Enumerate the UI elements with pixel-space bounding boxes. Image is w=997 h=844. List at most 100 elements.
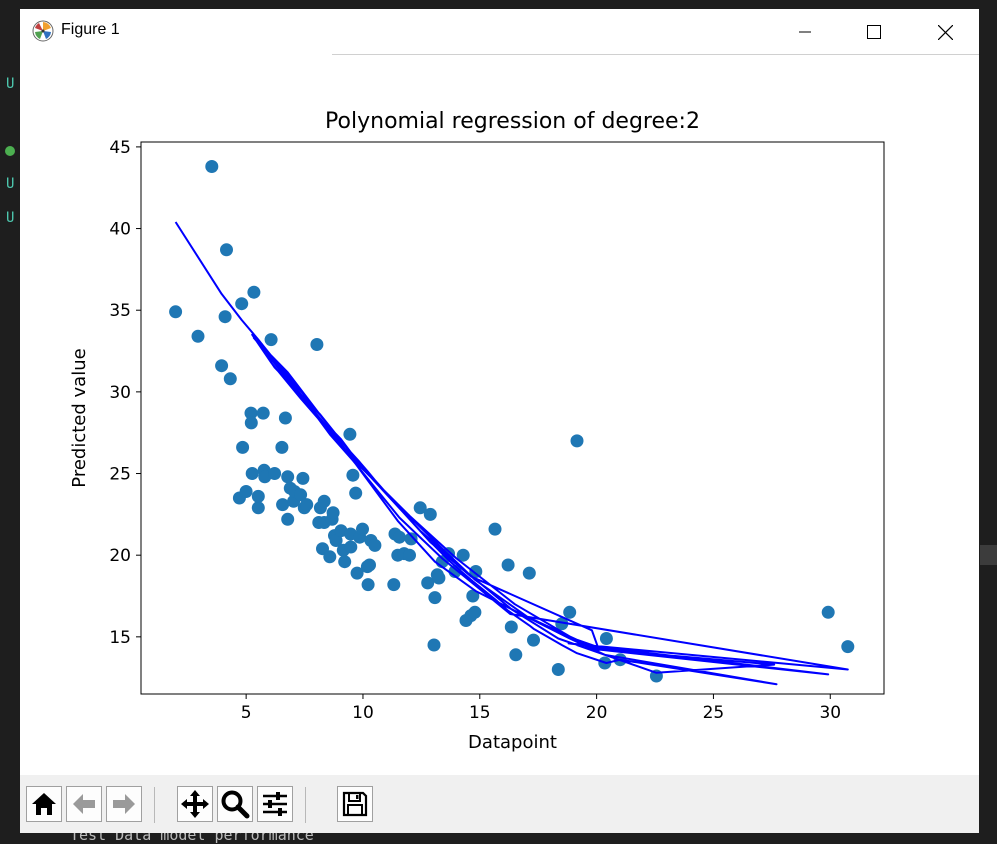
scatter-point bbox=[258, 470, 272, 484]
y-tick-label: 15 bbox=[109, 628, 131, 648]
scatter-point bbox=[281, 512, 295, 526]
status-dot bbox=[5, 146, 15, 156]
x-tick-label: 20 bbox=[586, 703, 608, 723]
scatter-point bbox=[522, 566, 536, 580]
home-button[interactable] bbox=[26, 786, 62, 822]
scatter-point bbox=[294, 488, 308, 502]
scatter-point bbox=[363, 558, 376, 572]
scatter-point bbox=[432, 571, 446, 585]
title-bar: Figure 1 bbox=[20, 9, 979, 55]
minimize-button[interactable] bbox=[782, 9, 828, 55]
scatter-point bbox=[300, 498, 314, 512]
regression-line bbox=[174, 221, 849, 686]
scatter-point bbox=[343, 427, 357, 441]
y-tick-label: 45 bbox=[109, 138, 131, 158]
navigation-toolbar bbox=[20, 775, 979, 833]
scatter-point bbox=[421, 576, 435, 590]
scatter-point bbox=[368, 538, 382, 552]
y-tick-label: 40 bbox=[109, 220, 131, 240]
scatter-point bbox=[392, 530, 406, 544]
scatter-point bbox=[501, 558, 515, 572]
scatter-point bbox=[488, 522, 502, 536]
scatter-point bbox=[356, 522, 369, 536]
forward-icon bbox=[113, 794, 135, 814]
scatter-point bbox=[555, 617, 569, 631]
scatter-point bbox=[205, 160, 219, 173]
x-tick-label: 30 bbox=[819, 703, 841, 723]
pan-icon bbox=[181, 790, 209, 818]
axes-frame bbox=[140, 141, 885, 695]
scatter-point bbox=[404, 532, 418, 546]
scatter-point bbox=[278, 411, 292, 425]
scatter-point bbox=[427, 638, 441, 652]
y-axis-label: Predicted value bbox=[69, 348, 90, 487]
scatter-point bbox=[275, 440, 289, 454]
scatter-point bbox=[551, 663, 565, 676]
gutter-letter: U bbox=[6, 76, 15, 92]
scatter-point bbox=[296, 471, 310, 485]
scatter-point bbox=[245, 467, 259, 480]
editor-tab-fragment bbox=[60, 0, 260, 8]
scatter-point bbox=[403, 548, 416, 562]
maximize-icon bbox=[867, 25, 881, 39]
editor-scrollbar bbox=[980, 545, 997, 565]
save-button[interactable] bbox=[337, 786, 373, 822]
scatter-point bbox=[428, 591, 442, 605]
scatter-point bbox=[346, 468, 360, 482]
configure-button[interactable] bbox=[257, 786, 293, 822]
zoom-icon bbox=[221, 790, 250, 819]
pan-button[interactable] bbox=[177, 786, 213, 822]
close-button[interactable] bbox=[922, 9, 968, 55]
minimize-icon bbox=[799, 31, 811, 33]
scatter-point bbox=[244, 416, 258, 430]
scatter-point bbox=[323, 550, 337, 564]
plot-canvas[interactable]: 5 10 15 20 25 30 15 20 25 30 35 40 45 Polynomial regr… bbox=[20, 67, 979, 775]
x-tick-label: 5 bbox=[241, 703, 252, 723]
scatter-point bbox=[349, 486, 363, 500]
y-tick-label: 25 bbox=[109, 465, 131, 485]
scatter-point bbox=[469, 565, 483, 578]
toolbar-separator bbox=[154, 787, 155, 823]
scatter-point bbox=[466, 589, 480, 603]
scatter-point bbox=[215, 359, 229, 373]
scatter-point bbox=[563, 605, 577, 619]
scatter-point bbox=[276, 498, 290, 512]
zoom-button[interactable] bbox=[217, 786, 253, 822]
window-title: Figure 1 bbox=[61, 21, 120, 38]
x-tick-label: 25 bbox=[703, 703, 725, 723]
scatter-point bbox=[361, 578, 375, 592]
scatter-point bbox=[338, 555, 352, 569]
scatter-point bbox=[504, 620, 518, 634]
maximize-button[interactable] bbox=[851, 9, 897, 55]
scatter-point bbox=[247, 285, 261, 299]
scatter-point bbox=[527, 633, 540, 647]
back-icon bbox=[73, 794, 95, 814]
scatter-point bbox=[264, 333, 278, 347]
scatter-point bbox=[468, 605, 482, 619]
scatter-point bbox=[509, 648, 523, 662]
figure-window: Figure 1 5 10 15 20 25 30 15 20 25 30 35 40 45 Polyno… bbox=[20, 9, 979, 833]
scatter-point bbox=[456, 548, 470, 562]
scatter-point bbox=[423, 507, 437, 521]
scatter-point bbox=[329, 534, 343, 547]
scatter-point bbox=[413, 501, 427, 515]
x-axis-label: Datapoint bbox=[468, 732, 557, 753]
scatter-point bbox=[223, 372, 237, 386]
scatter-point bbox=[236, 440, 250, 454]
scatter-point bbox=[251, 489, 265, 503]
chart-title: Polynomial regression of degree:2 bbox=[325, 109, 700, 134]
scatter-point bbox=[169, 305, 183, 319]
x-tick-label: 10 bbox=[352, 703, 374, 723]
scatter-point bbox=[281, 470, 295, 484]
scatter-point bbox=[220, 243, 233, 257]
close-icon bbox=[937, 24, 953, 40]
y-tick-label: 20 bbox=[109, 546, 131, 566]
forward-button[interactable] bbox=[106, 786, 142, 822]
back-button[interactable] bbox=[66, 786, 102, 822]
matplotlib-logo-icon bbox=[32, 20, 54, 42]
scatter-point bbox=[251, 501, 265, 515]
scatter-point bbox=[841, 640, 855, 654]
title-divider bbox=[332, 54, 979, 55]
scatter-point bbox=[344, 540, 358, 554]
toolbar-separator bbox=[305, 787, 306, 823]
